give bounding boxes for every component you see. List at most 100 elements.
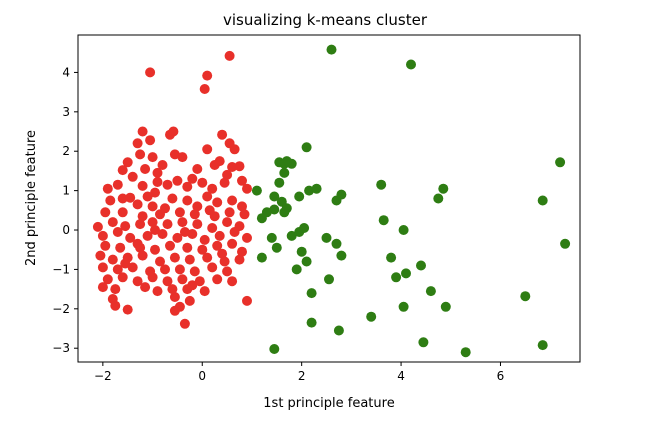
- cluster-1-point: [155, 209, 165, 220]
- cluster-2-point: [438, 183, 449, 194]
- cluster-1-point: [120, 258, 131, 269]
- cluster-1-point: [187, 229, 198, 239]
- cluster-1-point: [168, 126, 179, 137]
- cluster-2-point: [398, 225, 409, 235]
- cluster-2-point: [279, 207, 290, 218]
- cluster-1-point: [137, 250, 148, 261]
- cluster-2-point: [391, 272, 402, 283]
- cluster-2-point: [336, 189, 347, 200]
- cluster-1-point: [112, 179, 123, 190]
- cluster-1-point: [137, 180, 148, 191]
- cluster-2-point: [251, 185, 262, 196]
- cluster-1-point: [222, 217, 233, 228]
- cluster-1-point: [199, 84, 210, 94]
- cluster-2-point: [269, 344, 280, 354]
- cluster-1-point: [202, 144, 213, 155]
- cluster-2-point: [271, 242, 282, 253]
- y-tick-label: −3: [52, 341, 70, 355]
- cluster-1-point: [105, 195, 116, 206]
- cluster-1-point: [107, 254, 118, 265]
- cluster-1-point: [150, 225, 160, 235]
- cluster-2-point: [555, 157, 566, 168]
- cluster-2-point: [304, 185, 315, 196]
- cluster-1-point: [222, 266, 233, 277]
- cluster-1-point: [192, 164, 203, 174]
- cluster-1-point: [212, 240, 223, 251]
- cluster-1-point: [217, 129, 228, 140]
- x-axis: −2 0 2 4 6: [94, 362, 504, 383]
- cluster-1-point: [199, 234, 210, 245]
- cluster-1-point: [137, 126, 148, 137]
- cluster-2-point: [274, 177, 285, 188]
- cluster-2-point: [378, 215, 389, 226]
- cluster-1-point: [147, 152, 158, 163]
- cluster-1-point: [197, 244, 208, 255]
- cluster-1-point: [234, 254, 245, 265]
- cluster-1-point: [174, 207, 185, 218]
- y-tick-label: 3: [62, 105, 70, 119]
- cluster-1-point: [115, 242, 126, 253]
- cluster-1-point: [237, 201, 247, 212]
- cluster-2-point: [406, 59, 416, 70]
- cluster-1-point: [234, 161, 245, 172]
- cluster-1-point: [162, 276, 173, 287]
- cluster-1-point: [162, 179, 173, 190]
- cluster-1-point: [187, 280, 198, 291]
- cluster-1-point: [192, 201, 203, 212]
- cluster-1-point: [184, 295, 195, 306]
- cluster-1-point: [125, 232, 136, 243]
- cluster-2-point: [418, 337, 429, 348]
- cluster-2-point: [301, 256, 312, 267]
- cluster-1-point: [202, 70, 213, 81]
- cluster-2-point: [311, 183, 322, 194]
- cluster-1-point: [239, 209, 250, 220]
- cluster-1-point: [182, 181, 193, 192]
- cluster-2-point: [294, 191, 305, 202]
- cluster-1-point: [169, 252, 180, 263]
- cluster-1-point: [237, 175, 247, 186]
- cluster-1-point: [209, 211, 220, 222]
- cluster-1-point: [137, 211, 148, 222]
- cluster-1-point: [100, 240, 111, 251]
- cluster-1-point: [229, 144, 240, 155]
- cluster-1-point: [169, 149, 180, 160]
- cluster-2-point: [286, 230, 297, 241]
- cluster-2-point: [416, 260, 426, 271]
- cluster-1-point: [207, 262, 218, 273]
- cluster-1-point: [207, 183, 218, 194]
- cluster-2-point: [291, 264, 302, 275]
- cluster-2-point: [326, 44, 337, 55]
- cluster-1-point: [197, 177, 208, 188]
- cluster-1-point: [150, 187, 160, 198]
- cluster-1-point: [102, 274, 113, 285]
- cluster-2-point: [537, 195, 548, 206]
- cluster-1-point: [222, 169, 233, 180]
- cluster-1-point: [135, 149, 146, 160]
- cluster-1-point: [182, 195, 193, 206]
- cluster-1-point: [122, 304, 133, 315]
- cluster-1-point: [189, 209, 200, 220]
- cluster-1-point: [167, 284, 178, 295]
- cluster-1-point: [150, 244, 160, 255]
- cluster-2-point: [256, 252, 267, 263]
- cluster-1-point: [110, 284, 121, 295]
- cluster-1-point: [97, 230, 108, 241]
- cluster-2-point: [386, 252, 397, 263]
- cluster-1-point: [227, 238, 238, 249]
- cluster-1-point: [97, 262, 108, 273]
- cluster-2-point: [398, 301, 409, 312]
- cluster-1-point: [199, 286, 210, 297]
- cluster-1-point: [125, 192, 136, 203]
- cluster-2-point: [299, 223, 310, 233]
- cluster-1-point: [209, 160, 220, 170]
- cluster-1-point: [152, 286, 163, 297]
- cluster-1-point: [212, 274, 223, 285]
- cluster-2-point: [440, 301, 451, 312]
- cluster-1-point: [117, 207, 128, 218]
- cluster-1-point: [217, 248, 228, 259]
- cluster-2-point: [301, 142, 312, 153]
- y-tick-label: −1: [52, 262, 70, 276]
- cluster-1-point: [140, 282, 151, 293]
- cluster-1-point: [207, 223, 218, 233]
- cluster-2-point: [433, 193, 444, 204]
